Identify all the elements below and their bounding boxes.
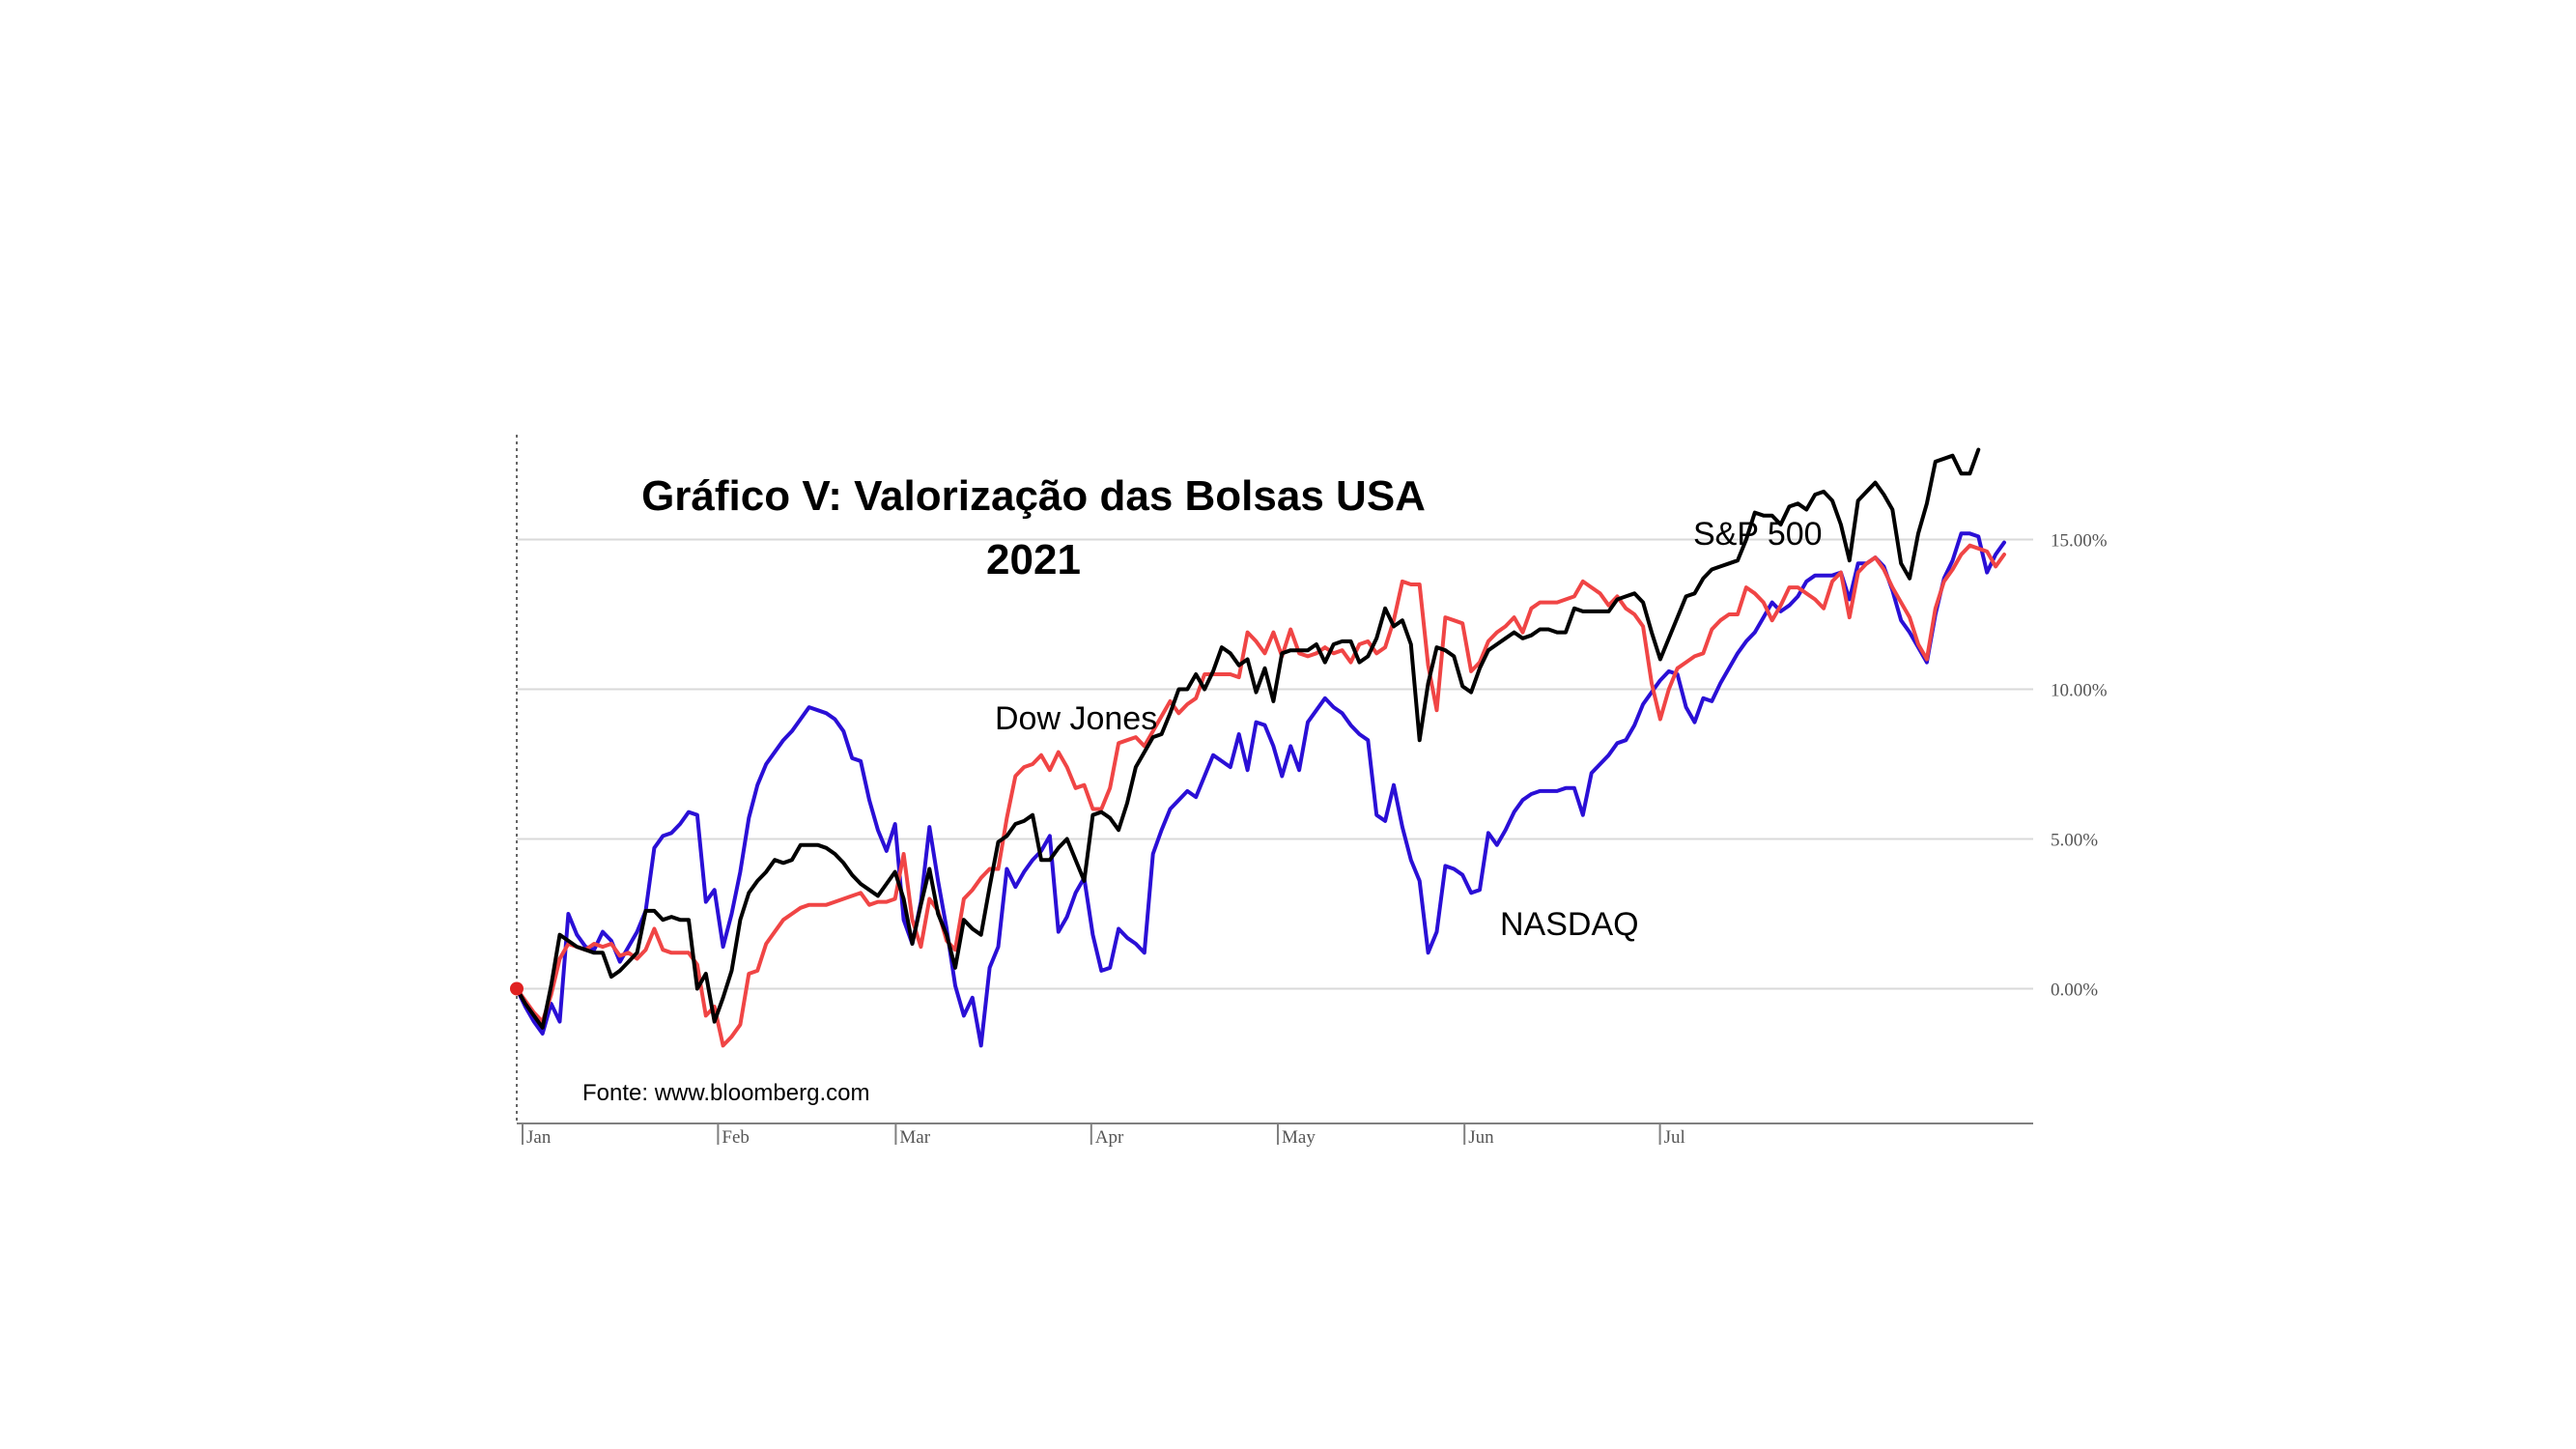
source-note: Fonte: www.bloomberg.com [582, 1080, 869, 1106]
tick-labels: 0.00% 5.00% 10.00% 15.00% Jan Feb Mar Apr May Jun… [526, 531, 2108, 1149]
series-label-dow-jones: Dow Jones [995, 700, 1157, 737]
chart-title-line1: Gráfico V: Valorização das Bolsas USA [641, 472, 1426, 520]
x-tick-label-5: Jun [1468, 1127, 1494, 1148]
series-label-nasdaq: NASDAQ [1500, 906, 1639, 943]
y-tick-label-0: 0.00% [2051, 980, 2098, 1001]
series-line-nasdaq [515, 531, 2006, 1048]
y-tick-label-1: 5.00% [2051, 831, 2098, 851]
series-label-sp500: S&P 500 [1693, 516, 1823, 553]
x-tick-label-6: Jul [1664, 1127, 1685, 1148]
x-tick-label-4: May [1282, 1127, 1316, 1148]
series-line-s-p-500 [515, 447, 1981, 1030]
axes [516, 435, 2033, 1145]
x-tick-label-0: Jan [526, 1127, 552, 1148]
series-line-dow-jones [515, 543, 2006, 1048]
x-tick-label-3: Apr [1095, 1127, 1124, 1148]
chart-title-line2: 2021 [986, 536, 1081, 583]
gridlines [517, 538, 2033, 990]
series-start-marker [510, 981, 524, 996]
y-tick-label-3: 15.00% [2051, 531, 2108, 552]
series-lines [510, 447, 2006, 1048]
x-tick-label-2: Mar [899, 1127, 930, 1148]
x-tick-label-1: Feb [722, 1127, 750, 1148]
y-tick-label-2: 10.00% [2051, 681, 2108, 701]
